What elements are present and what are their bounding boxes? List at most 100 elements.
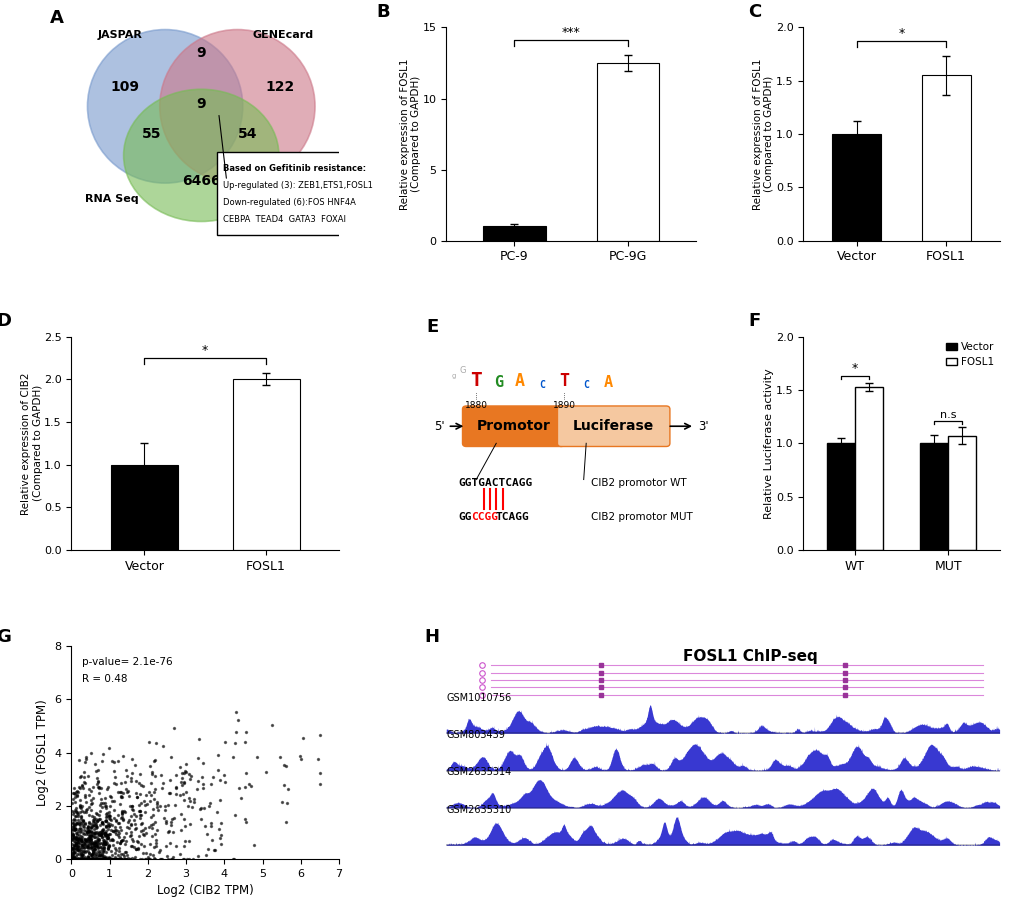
Point [64,833,81,847]
Point [64,852,81,866]
Point [164,849,180,864]
Point [90,841,106,856]
Point [84,824,100,839]
Point [96,840,112,855]
Point [113,823,129,837]
Point [258,765,274,780]
Point [67,845,84,859]
Point [69,852,86,866]
Point [91,852,107,866]
Point [86,813,102,828]
Point [87,834,103,848]
Point [81,808,97,823]
Point [65,792,82,806]
Point [66,830,83,845]
Point [111,820,127,834]
Point [86,813,102,827]
Point [74,852,91,866]
Point [83,821,99,835]
Point [63,837,79,852]
Point [112,852,128,866]
Bar [854,387,881,550]
Point [81,845,97,860]
Point [100,831,116,845]
Point [89,813,105,828]
Point [64,807,81,822]
Point [69,852,86,866]
Point [161,785,177,800]
Point [81,824,97,839]
Bar [596,63,658,240]
Point [78,838,95,853]
Point [70,852,87,866]
Point [93,826,109,841]
Point [101,741,117,756]
Point [82,852,98,866]
Point [94,846,110,861]
Point [100,841,116,856]
Point [138,787,154,802]
Point [98,813,114,828]
Point [92,824,108,839]
Point [69,852,86,866]
Text: *: * [898,27,904,39]
Point [99,806,115,821]
Point [98,852,114,866]
Point [174,771,191,786]
Point [67,838,84,853]
Point [174,787,191,802]
Point [70,752,87,767]
Point [64,852,81,866]
Point [88,830,104,845]
Point [201,799,217,813]
Point [86,836,102,851]
Point [86,849,102,864]
Point [70,852,87,866]
Point [161,824,177,838]
Point [83,852,99,866]
Point [98,852,114,866]
Point [68,835,85,850]
Point [101,850,117,865]
Point [97,836,113,851]
Point [69,784,86,799]
Point [101,812,117,826]
Point [132,795,149,810]
Point [67,852,84,866]
Point [87,815,103,830]
Point [72,852,89,866]
Point [92,846,108,861]
Point [100,852,116,866]
Point [78,802,95,816]
Point [65,785,82,800]
Point [76,852,93,866]
Point [82,852,98,866]
Point [85,845,101,859]
Point [151,843,167,857]
Point [126,822,143,836]
Point [106,824,122,839]
Point [109,847,125,862]
Point [70,852,87,866]
Point [112,775,128,790]
Point [73,830,90,845]
Point [65,828,82,843]
Point [104,852,120,866]
Point [121,799,138,813]
Point [141,735,157,749]
Point [137,821,153,835]
Point [177,834,194,849]
Point [209,748,225,762]
Text: C: C [583,380,589,390]
Point [157,802,173,817]
Point [71,781,88,795]
Point [95,852,111,866]
Ellipse shape [123,90,278,221]
Point [64,842,81,856]
Point [75,825,92,840]
Point [84,795,100,810]
Point [71,804,88,819]
Point [100,780,116,794]
Point [70,847,87,862]
Point [275,778,291,792]
